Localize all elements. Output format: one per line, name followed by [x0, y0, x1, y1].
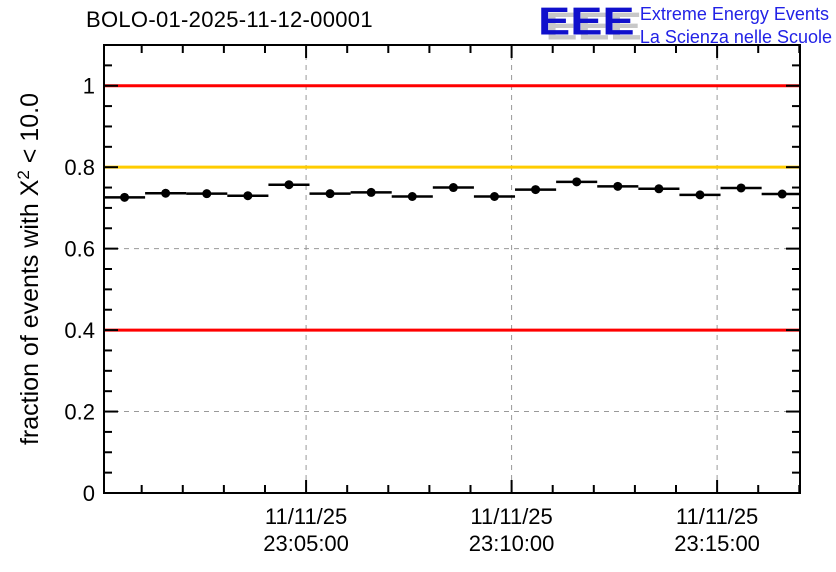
- data-point: [531, 185, 541, 195]
- y-axis-tick-label: 0.6: [64, 237, 95, 262]
- data-point: [613, 181, 623, 191]
- data-point: [325, 189, 335, 199]
- y-axis-tick-label: 0.2: [64, 400, 95, 425]
- eee-logo: EEE Extreme Energy Events La Scienza nel…: [537, 0, 832, 49]
- data-point: [448, 183, 458, 193]
- data-point: [284, 180, 294, 190]
- x-axis-tick-label: 11/11/25 23:10:00: [469, 504, 555, 556]
- eee-logo-acronym: EEE: [537, 0, 635, 43]
- y-axis-title: fraction of events with X2 < 10.0: [14, 93, 44, 445]
- y-axis-tick-label: 0.4: [64, 318, 95, 343]
- data-point: [120, 192, 130, 202]
- data-point: [572, 177, 582, 187]
- data-point: [489, 192, 499, 202]
- data-point: [654, 184, 664, 194]
- eee-logo-caption-line1: Extreme Energy Events: [639, 4, 829, 24]
- plot-frame: [103, 44, 801, 494]
- data-point: [736, 183, 746, 193]
- x-axis-tick-label: 11/11/25 23:05:00: [263, 504, 349, 556]
- plot-title: BOLO-01-2025-11-12-00001: [86, 7, 373, 32]
- data-point: [161, 188, 171, 198]
- data-point: [243, 191, 253, 201]
- data-point: [366, 187, 376, 197]
- eee-logo-caption-line2: La Scienza nelle Scuole: [639, 27, 832, 47]
- data-point: [695, 190, 705, 200]
- eee-logo-caption: Extreme Energy Events La Scienza nelle S…: [640, 2, 832, 49]
- x-axis-tick-label: 11/11/25 23:15:00: [674, 504, 760, 556]
- data-point: [407, 192, 417, 202]
- y-axis-tick-label: 0.8: [64, 155, 95, 180]
- y-axis-tick-label: 0: [83, 481, 95, 506]
- data-point: [777, 189, 787, 199]
- data-point: [202, 189, 212, 199]
- y-axis-tick-label: 1: [83, 74, 95, 99]
